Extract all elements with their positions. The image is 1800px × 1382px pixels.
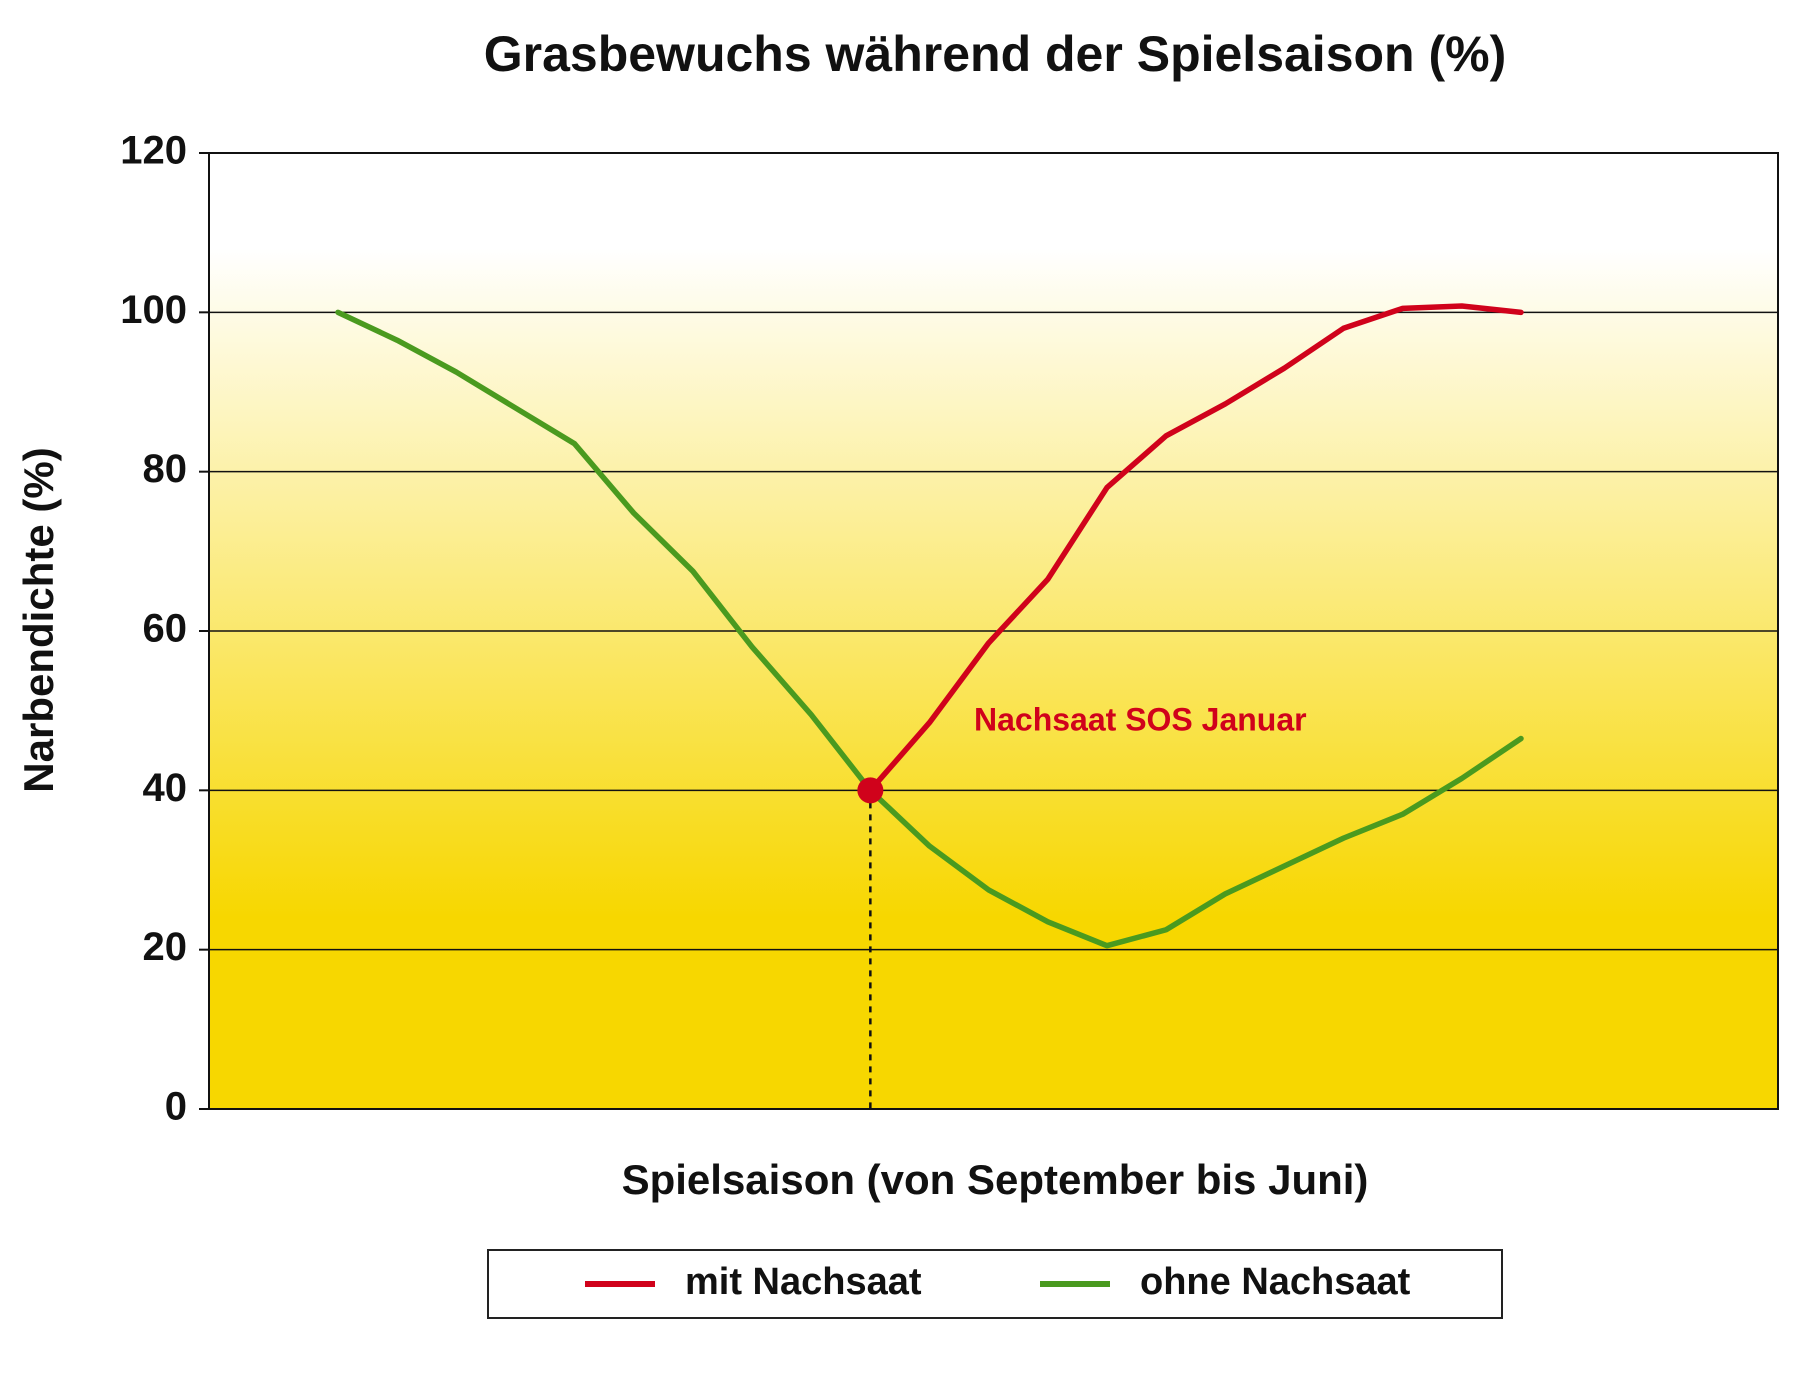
annotation: Nachsaat SOS Januar	[974, 701, 1307, 737]
legend-label: mit Nachsaat	[685, 1261, 922, 1303]
y-tick-label: 40	[143, 766, 188, 810]
y-tick-label: 80	[143, 447, 188, 491]
legend-box	[487, 1249, 1503, 1319]
plot-border	[208, 152, 1779, 1110]
legend-label: ohne Nachsaat	[1140, 1261, 1411, 1303]
highlight-point	[857, 777, 884, 804]
y-tick-label: 120	[120, 129, 187, 173]
data-line	[867, 303, 1524, 794]
y-tick-label: 0	[165, 1085, 187, 1129]
x-axis-label: Spielsaison (von September bis Juni)	[622, 1156, 1369, 1203]
y-tick-label: 60	[143, 607, 188, 651]
y-tick-label: 20	[143, 925, 188, 969]
data-line	[335, 309, 1524, 949]
chart-title: Grasbewuchs während der Spielsaison (%)	[484, 26, 1507, 82]
y-tick-label: 100	[120, 288, 187, 332]
y-axis-label: Narbendichte (%)	[15, 447, 62, 792]
